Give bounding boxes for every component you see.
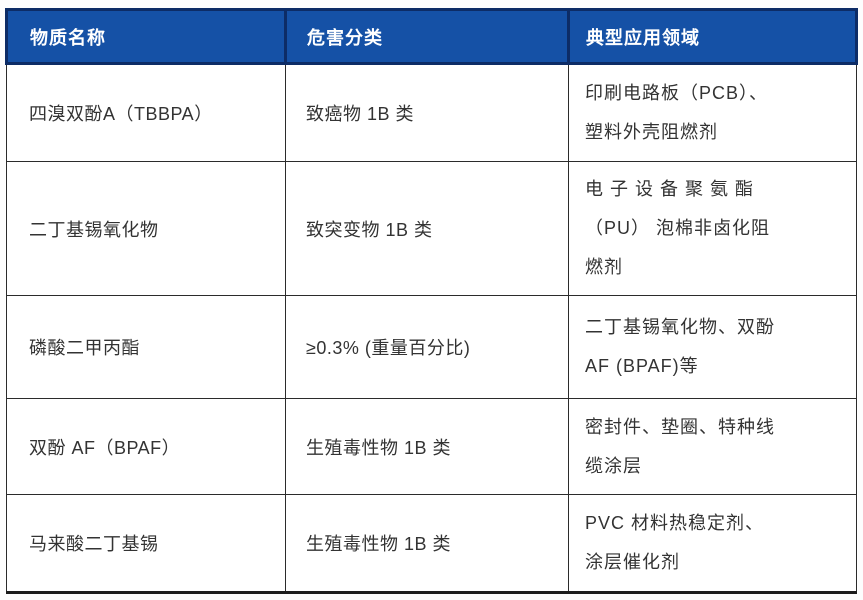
column-header-substance-name: 物质名称 — [5, 8, 287, 65]
applications-cell: 密封件、垫圈、特种线 缆涂层 — [568, 398, 857, 495]
substance-hazard-table: 物质名称 危害分类 典型应用领域 四溴双酚A（TBBPA） 致癌物 1B 类 印… — [5, 8, 858, 594]
hazard-class-cell: ≥0.3% (重量百分比) — [285, 295, 569, 399]
table-row: 双酚 AF（BPAF） 生殖毒性物 1B 类 密封件、垫圈、特种线 缆涂层 — [6, 398, 857, 495]
table-row: 二丁基锡氧化物 致突变物 1B 类 电 子 设 备 聚 氨 酯 （PU） 泡棉非… — [6, 161, 857, 296]
substance-name-cell: 二丁基锡氧化物 — [6, 161, 286, 296]
substance-name-cell: 双酚 AF（BPAF） — [6, 398, 286, 495]
table-row: 马来酸二丁基锡 生殖毒性物 1B 类 PVC 材料热稳定剂、 涂层催化剂 — [6, 494, 857, 593]
hazard-class-cell: 生殖毒性物 1B 类 — [285, 398, 569, 495]
substance-name-cell: 四溴双酚A（TBBPA） — [6, 63, 286, 162]
hazard-class-cell: 致突变物 1B 类 — [285, 161, 569, 296]
applications-cell: 二丁基锡氧化物、双酚 AF (BPAF)等 — [568, 295, 857, 399]
hazard-class-cell: 生殖毒性物 1B 类 — [285, 494, 569, 593]
column-header-hazard-class: 危害分类 — [284, 8, 570, 65]
applications-cell: 电 子 设 备 聚 氨 酯 （PU） 泡棉非卤化阻 燃剂 — [568, 161, 857, 296]
column-header-typical-applications: 典型应用领域 — [567, 8, 858, 65]
applications-cell: PVC 材料热稳定剂、 涂层催化剂 — [568, 494, 857, 593]
hazard-class-cell: 致癌物 1B 类 — [285, 63, 569, 162]
substance-name-cell: 马来酸二丁基锡 — [6, 494, 286, 593]
table-header-row: 物质名称 危害分类 典型应用领域 — [5, 8, 858, 65]
substance-name-cell: 磷酸二甲丙酯 — [6, 295, 286, 399]
table-row: 磷酸二甲丙酯 ≥0.3% (重量百分比) 二丁基锡氧化物、双酚 AF (BPAF… — [6, 295, 857, 399]
table-row: 四溴双酚A（TBBPA） 致癌物 1B 类 印刷电路板（PCB）、 塑料外壳阻燃… — [6, 63, 857, 162]
applications-cell: 印刷电路板（PCB）、 塑料外壳阻燃剂 — [568, 63, 857, 162]
